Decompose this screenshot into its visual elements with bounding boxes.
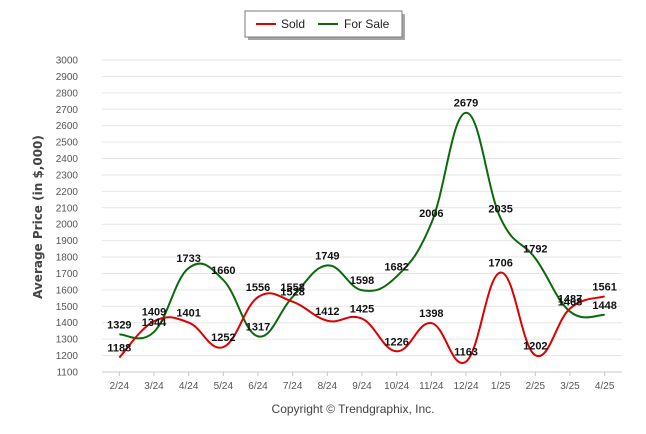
data-label-for-sale: 2035: [488, 203, 512, 215]
y-tick-label: 1600: [56, 285, 79, 296]
y-tick-label: 1200: [56, 351, 79, 362]
copyright-footer: Copyright © Trendgraphix, Inc.: [272, 402, 435, 416]
x-tick-label: 10/24: [384, 381, 409, 392]
y-tick-label: 1100: [56, 368, 78, 379]
y-tick-label: 1400: [56, 318, 79, 329]
gridlines: [102, 59, 622, 373]
data-label-for-sale: 1329: [107, 319, 131, 331]
x-tick-label: 5/24: [214, 381, 234, 392]
data-label-sold: 1412: [315, 306, 339, 318]
legend-label-sold: Sold: [281, 17, 305, 31]
data-label-sold: 1425: [350, 304, 374, 316]
data-label-for-sale: 2006: [419, 208, 443, 220]
y-tick-label: 2800: [56, 88, 79, 99]
data-label-for-sale: 1448: [592, 300, 616, 312]
y-tick-label: 2200: [56, 187, 79, 198]
y-tick-label: 1700: [56, 269, 79, 280]
data-label-for-sale: 1598: [350, 275, 374, 287]
y-tick-label: 1300: [56, 335, 79, 346]
x-tick-label: 6/24: [248, 381, 268, 392]
y-tick-label: 2100: [56, 203, 79, 214]
y-tick-label: 1800: [56, 253, 79, 264]
data-label-sold: 1188: [107, 343, 131, 355]
y-tick-label: 3000: [56, 56, 79, 67]
x-tick-label: 4/24: [179, 381, 199, 392]
data-label-sold: 1252: [211, 332, 235, 344]
data-label-sold: 1706: [488, 257, 512, 269]
x-tick-label: 2/24: [110, 381, 130, 392]
x-tick-label: 2/25: [526, 381, 546, 392]
data-label-sold: 1163: [454, 347, 478, 359]
y-axis-title: Average Price (in $,000): [31, 135, 45, 299]
data-label-sold: 1226: [384, 336, 408, 348]
data-label-for-sale: 1344: [142, 317, 167, 329]
data-label-for-sale: 1733: [176, 253, 200, 265]
data-label-sold: 1401: [176, 308, 200, 320]
line-for-sale: [119, 111, 605, 340]
y-tick-label: 2900: [56, 72, 79, 83]
legend-label-for-sale: For Sale: [344, 17, 390, 31]
x-tick-label: 11/24: [419, 381, 444, 392]
line-sold: [118, 271, 605, 365]
y-tick-label: 2000: [56, 220, 79, 231]
data-label-for-sale: 1558: [280, 282, 304, 294]
data-label-for-sale: 1317: [246, 321, 270, 333]
data-label-sold: 1202: [523, 340, 547, 352]
y-tick-label: 2700: [56, 105, 79, 116]
x-tick-label: 7/24: [283, 381, 303, 392]
y-tick-label: 2300: [56, 170, 79, 181]
y-tick-label: 1500: [56, 302, 79, 313]
y-tick-label: 2400: [56, 154, 79, 165]
data-label-sold: 1487: [558, 293, 582, 305]
data-label-for-sale: 1682: [384, 261, 408, 273]
x-tick-label: 3/24: [144, 381, 164, 392]
x-tick-label: 9/24: [352, 381, 372, 392]
data-label-for-sale: 1792: [523, 243, 547, 255]
x-axis-ticks: 2/24 3/24 4/24 5/24 6/24 7/24 8/24 9/24 10/24 11/…: [110, 372, 615, 392]
y-tick-label: 2500: [56, 138, 79, 149]
y-tick-label: 2600: [56, 121, 79, 132]
data-label-sold: 1409: [142, 306, 166, 318]
data-label-sold: 1556: [246, 282, 270, 294]
series-lines: [118, 111, 605, 365]
y-axis-ticks: 1100 1200 1300 1400 1500 1600 1700 1800 1900 2000…: [56, 56, 79, 379]
data-label-sold: 1398: [419, 308, 443, 320]
x-tick-label: 12/24: [453, 381, 478, 392]
y-tick-label: 1900: [56, 236, 79, 247]
x-tick-label: 1/25: [491, 381, 511, 392]
data-labels: 1188 1409 1401 1252 1556 1528 1412 1425 1226 1398…: [107, 98, 617, 359]
legend: Sold For Sale: [244, 10, 405, 40]
data-label-sold: 1528: [280, 287, 304, 299]
data-label-sold: 1561: [592, 281, 616, 293]
data-label-for-sale: 1749: [315, 250, 339, 262]
data-label-for-sale: 1468: [558, 297, 582, 309]
x-tick-label: 4/25: [595, 381, 615, 392]
data-label-for-sale: 1660: [211, 265, 235, 277]
x-tick-label: 8/24: [318, 381, 338, 392]
data-label-for-sale: 2679: [454, 98, 478, 110]
x-tick-label: 3/25: [560, 381, 580, 392]
